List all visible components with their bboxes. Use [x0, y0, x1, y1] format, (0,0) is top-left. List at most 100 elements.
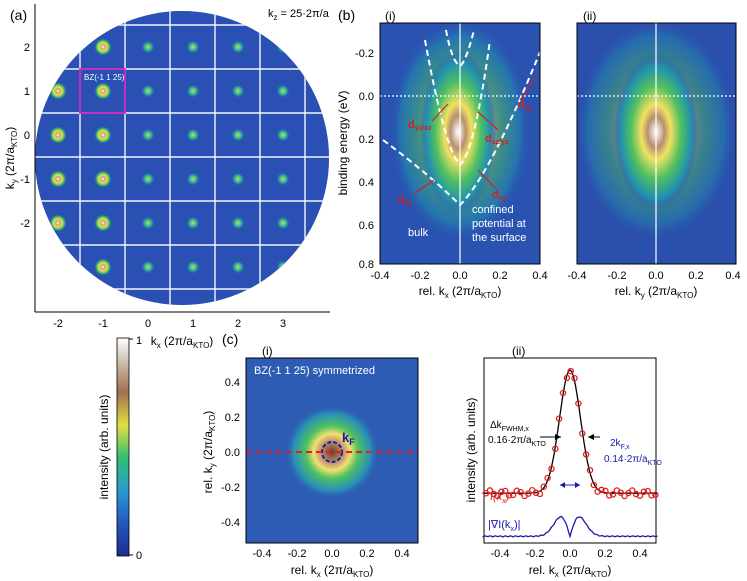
tick-label: 0.2	[597, 548, 612, 560]
kz-label: kz = 25·2π/a	[268, 8, 330, 22]
intensity-spot	[276, 216, 290, 230]
intensity-spot	[141, 128, 155, 142]
data-point	[555, 415, 563, 422]
band-label-dxy-right: dxy	[518, 99, 533, 112]
tick-label: 0.2	[359, 134, 374, 146]
tick-label: 0.4	[532, 270, 547, 282]
data-point	[617, 489, 625, 496]
tick-label: 0.4	[394, 548, 409, 560]
panel-b-ii-x-ticks: -0.4 -0.2 0.0 0.2 0.4	[568, 270, 741, 282]
data-point	[540, 483, 548, 490]
band-dispersion-outer	[382, 51, 540, 207]
panel-c-ii-x-label: rel. kx (2π/aKTO)	[529, 563, 612, 579]
intensity-spot	[94, 126, 112, 144]
data-point	[498, 488, 505, 496]
band-dispersion-inner	[445, 29, 475, 68]
data-point	[582, 451, 590, 458]
band-label-dxy-left: dxy	[398, 194, 413, 207]
tick-label: -0.2	[288, 548, 307, 560]
tick-label: 2	[24, 42, 30, 54]
data-point	[648, 492, 655, 499]
data-point	[502, 487, 509, 495]
data-point	[552, 445, 559, 453]
panel-a-axes	[34, 4, 330, 313]
panel-a-x-label: kx (2π/aKTO)	[151, 334, 214, 350]
data-point	[563, 374, 571, 382]
panel-b-ii: (ii) -0.4 -0.2 0.0 0.2 0.4 rel. ky (2π/a…	[568, 9, 741, 300]
intensity-spot	[141, 172, 155, 186]
intensity-spot	[141, 84, 155, 98]
panel-b-i-label: (i)	[385, 9, 396, 23]
panel-a: BZ(-1 1 25) (a) kz = 25·2π/a -2 -1 0 1 2…	[3, 4, 330, 350]
band-label-dxzyz: dxz/yz	[485, 133, 509, 146]
panel-c-ii-y-label: intensity (arb. units)	[464, 398, 478, 503]
data-point	[621, 492, 628, 500]
intensity-spot	[231, 128, 245, 142]
tick-label: 0.0	[648, 270, 663, 282]
tick-label: -1	[20, 174, 30, 186]
tick-label: -1	[98, 318, 108, 330]
intensity-spot	[186, 260, 200, 274]
data-point	[494, 492, 501, 500]
tick-label: 0.4	[725, 270, 740, 282]
colorbar: 1 0 intensity (arb. units)	[97, 335, 142, 562]
tick-label: 0.6	[359, 220, 374, 232]
intensity-spot	[276, 84, 290, 98]
tick-label: 0	[24, 130, 30, 142]
panel-c-ii-label: (ii)	[512, 344, 525, 358]
data-point	[629, 487, 636, 494]
data-point	[525, 490, 532, 497]
panel-c-label: (c)	[222, 331, 238, 347]
panel-a-label: (a)	[10, 7, 27, 23]
intensity-spot	[186, 40, 200, 54]
panel-b-i: dyz/xz dxz/yz dxy dxy dxy bulk confined …	[336, 7, 548, 300]
data-point	[586, 466, 594, 474]
tick-label: 0.2	[225, 412, 240, 424]
intensity-spot	[141, 260, 155, 274]
band-label-dxy-mid: dxy	[492, 189, 507, 202]
tick-label: 0.0	[452, 270, 467, 282]
intensity-spot	[276, 260, 290, 274]
panel-a-x-ticks: -2 -1 0 1 2 3	[53, 318, 286, 330]
tick-label: 0.0	[359, 91, 374, 103]
panel-c-i-y-label: rel. ky (2π/aKTO)	[201, 411, 217, 494]
intensity-spot	[276, 128, 290, 142]
intensity-spot	[231, 216, 245, 230]
tick-label: 1	[24, 86, 30, 98]
tick-label: -0.4	[491, 548, 510, 560]
panel-b-ii-x-label: rel. ky (2π/aKTO)	[615, 284, 698, 300]
intensity-spot	[49, 170, 67, 188]
data-point	[575, 400, 582, 407]
intensity-spot	[94, 214, 112, 232]
kf-label: kF	[342, 430, 355, 447]
tick-label: 0	[145, 318, 151, 330]
tick-label: 0.2	[492, 270, 507, 282]
colorbar-bottom: 0	[136, 550, 142, 562]
data-point	[632, 490, 640, 498]
panel-b-i-x-label: rel. kx (2π/aKTO)	[419, 284, 502, 300]
data-point	[532, 489, 540, 497]
panel-c-i-y-ticks: 0.4 0.2 0.0 -0.2 -0.4	[221, 377, 240, 529]
intensity-spot	[49, 38, 67, 56]
tick-label: -0.2	[221, 482, 240, 494]
data-point	[609, 491, 617, 498]
fwhm-label: ΔkFWHM,x	[490, 420, 529, 433]
tick-label: -0.4	[371, 270, 390, 282]
panel-b-i-x-ticks: -0.4 -0.2 0.0 0.2 0.4	[371, 270, 548, 282]
data-point	[590, 481, 598, 489]
tick-label: -0.2	[355, 48, 374, 60]
bz-highlight-box	[79, 68, 126, 114]
kfx-label: 2kF,x	[610, 438, 630, 451]
data-point	[505, 491, 513, 499]
data-point	[517, 488, 524, 496]
tick-label: 0.8	[359, 259, 374, 271]
confined-label-2: potential at	[472, 218, 526, 230]
tick-label: -2	[20, 218, 30, 230]
band-label-dyzxz: dyz/xz	[408, 119, 432, 132]
confined-label-3: the surface	[472, 232, 526, 244]
tick-label: 3	[280, 318, 286, 330]
confined-label-1: confined	[472, 204, 514, 216]
data-point	[579, 430, 586, 437]
tick-label: -0.4	[568, 270, 587, 282]
tick-label: 1	[190, 318, 196, 330]
